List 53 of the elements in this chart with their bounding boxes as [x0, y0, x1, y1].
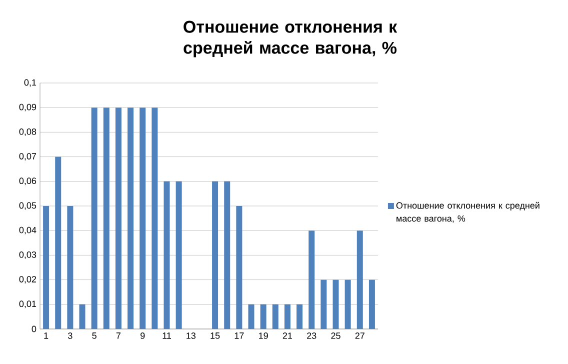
bar [103, 108, 110, 329]
chart-title: Отношение отклонения к средней массе вагона, % [184, 20, 398, 58]
x-tick-label: 17 [234, 332, 244, 339]
bar [212, 181, 218, 329]
bar [115, 108, 122, 329]
bar [296, 304, 303, 329]
y-tick-label: 0,1 [24, 79, 36, 87]
x-tick-label: 13 [186, 332, 196, 339]
bar [368, 280, 375, 329]
bar [248, 304, 254, 329]
x-tick-label: 19 [259, 332, 268, 339]
bar [152, 108, 158, 329]
y-tick-label: 0,01 [19, 300, 36, 308]
x-tick-label: 3 [68, 332, 72, 339]
y-tick-label: 0,08 [19, 128, 36, 136]
x-tick-label: 25 [331, 332, 340, 339]
x-tick-label: 5 [92, 332, 96, 339]
y-tick-label: 0,03 [19, 251, 36, 259]
y-tick-label: 0,09 [19, 104, 36, 112]
bar [224, 181, 230, 329]
bar [284, 304, 290, 329]
x-tick-label: 15 [210, 332, 220, 339]
y-tick-label: 0,07 [19, 153, 36, 161]
y-tick-label: 0,02 [19, 276, 36, 284]
bar [308, 230, 315, 329]
bar [176, 181, 182, 329]
x-tick-label: 21 [282, 332, 292, 339]
bar [140, 108, 146, 329]
bar [79, 304, 86, 329]
x-tick-label: 11 [162, 332, 171, 339]
x-tick-label: 1 [44, 332, 48, 339]
bar [164, 181, 170, 329]
bar [67, 206, 74, 329]
x-tick-label: 9 [140, 332, 145, 339]
x-tick-label: 27 [355, 332, 364, 339]
y-tick-label: 0 [32, 326, 36, 332]
bar [344, 280, 351, 329]
bar [55, 156, 62, 329]
x-tick-label: 23 [307, 332, 316, 339]
bar [260, 304, 266, 329]
legend-label: Отношение отклонения к средней массе вагона, % [396, 202, 540, 223]
bar [356, 230, 363, 329]
y-tick-label: 0,04 [19, 226, 36, 234]
bar [236, 206, 242, 329]
x-tick-label: 7 [116, 332, 121, 339]
y-tick-label: 0,05 [19, 202, 36, 210]
y-tick-label: 0,06 [19, 178, 36, 186]
bar [272, 304, 278, 329]
bar [332, 280, 339, 329]
bar [43, 206, 50, 329]
bar [91, 108, 98, 329]
bar [320, 280, 327, 329]
bar [128, 108, 134, 329]
